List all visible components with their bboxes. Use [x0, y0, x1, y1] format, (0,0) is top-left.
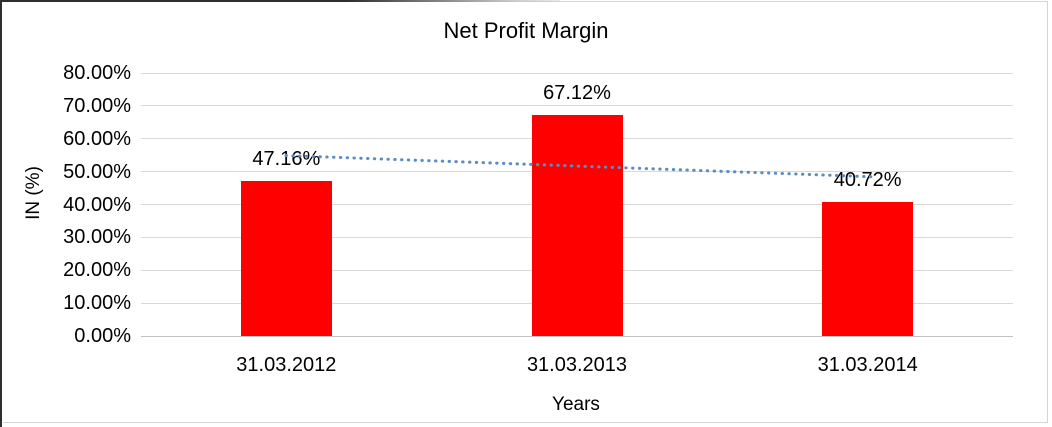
y-tick-label: 10.00% — [63, 292, 131, 315]
bar — [822, 202, 914, 336]
frame-left-border — [0, 0, 2, 427]
x-axis-line — [141, 335, 1013, 337]
x-axis-title: Years — [552, 394, 600, 415]
bar-value-label: 47.16% — [252, 147, 321, 170]
x-axis-tick-label: 31.03.2013 — [526, 354, 628, 376]
y-tick-label: 50.00% — [63, 160, 131, 183]
x-axis-tick-label: 31.03.2014 — [817, 354, 918, 376]
gridline — [141, 105, 1013, 107]
bar-value-label: 67.12% — [543, 82, 611, 105]
bar-value-label: 40.72% — [833, 169, 902, 192]
bar — [531, 115, 623, 336]
chart-title: Net Profit Margin — [443, 18, 609, 43]
y-tick-label: 30.00% — [63, 226, 131, 249]
bar — [240, 180, 332, 336]
frame-top-border — [0, 0, 560, 2]
y-tick-label: 0.00% — [74, 325, 131, 347]
gridline — [141, 72, 1013, 74]
x-axis-tick-label: 31.03.2012 — [236, 354, 337, 376]
y-tick-label: 60.00% — [63, 127, 131, 150]
y-tick-label: 20.00% — [63, 259, 131, 282]
y-tick-label: 80.00% — [63, 62, 131, 84]
y-tick-label: 70.00% — [63, 94, 131, 117]
y-tick-label: 40.00% — [63, 193, 131, 216]
